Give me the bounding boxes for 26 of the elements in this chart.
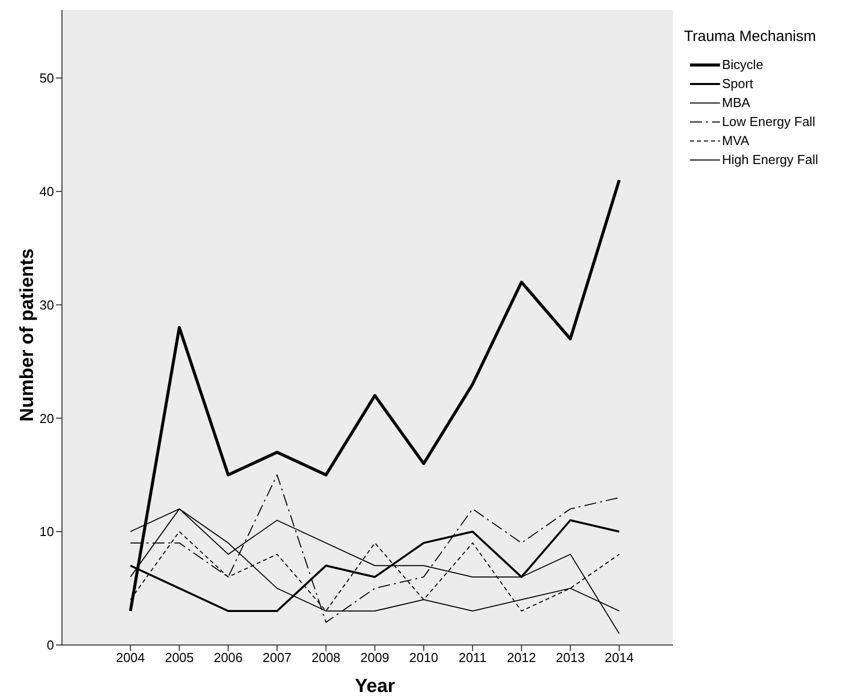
legend-label: Low Energy Fall [722,114,816,129]
x-tick-label: 2010 [409,650,438,666]
x-tick-label: 2008 [311,650,340,666]
x-tick-label: 2006 [214,650,243,666]
y-tick-label: 20 [40,410,54,426]
y-tick-label: 30 [40,297,54,312]
legend-label: MVA [722,133,750,148]
legend-label: Bicycle [722,57,764,72]
legend-label: High Energy Fall [722,152,818,167]
y-tick-label: 40 [40,184,54,200]
x-tick-label: 2007 [262,650,292,666]
x-tick-label: 2012 [507,650,536,666]
y-tick-label: 10 [40,524,54,540]
legend-label: MBA [722,95,750,110]
x-tick-label: 2014 [604,650,634,666]
y-tick-label: 0 [46,638,54,653]
legend-title: Trauma Mechanism [684,28,817,45]
x-tick-label: 2005 [164,650,194,666]
x-tick-label: 2011 [458,650,487,666]
x-tick-label: 2004 [116,650,145,666]
legend-label: Sport [722,76,754,91]
y-axis-title: Number of patients [17,248,39,422]
y-tick-label: 50 [40,70,54,86]
x-axis-title: Year [354,676,396,697]
x-tick-label: 2013 [556,650,585,666]
x-tick-label: 2009 [360,650,390,666]
